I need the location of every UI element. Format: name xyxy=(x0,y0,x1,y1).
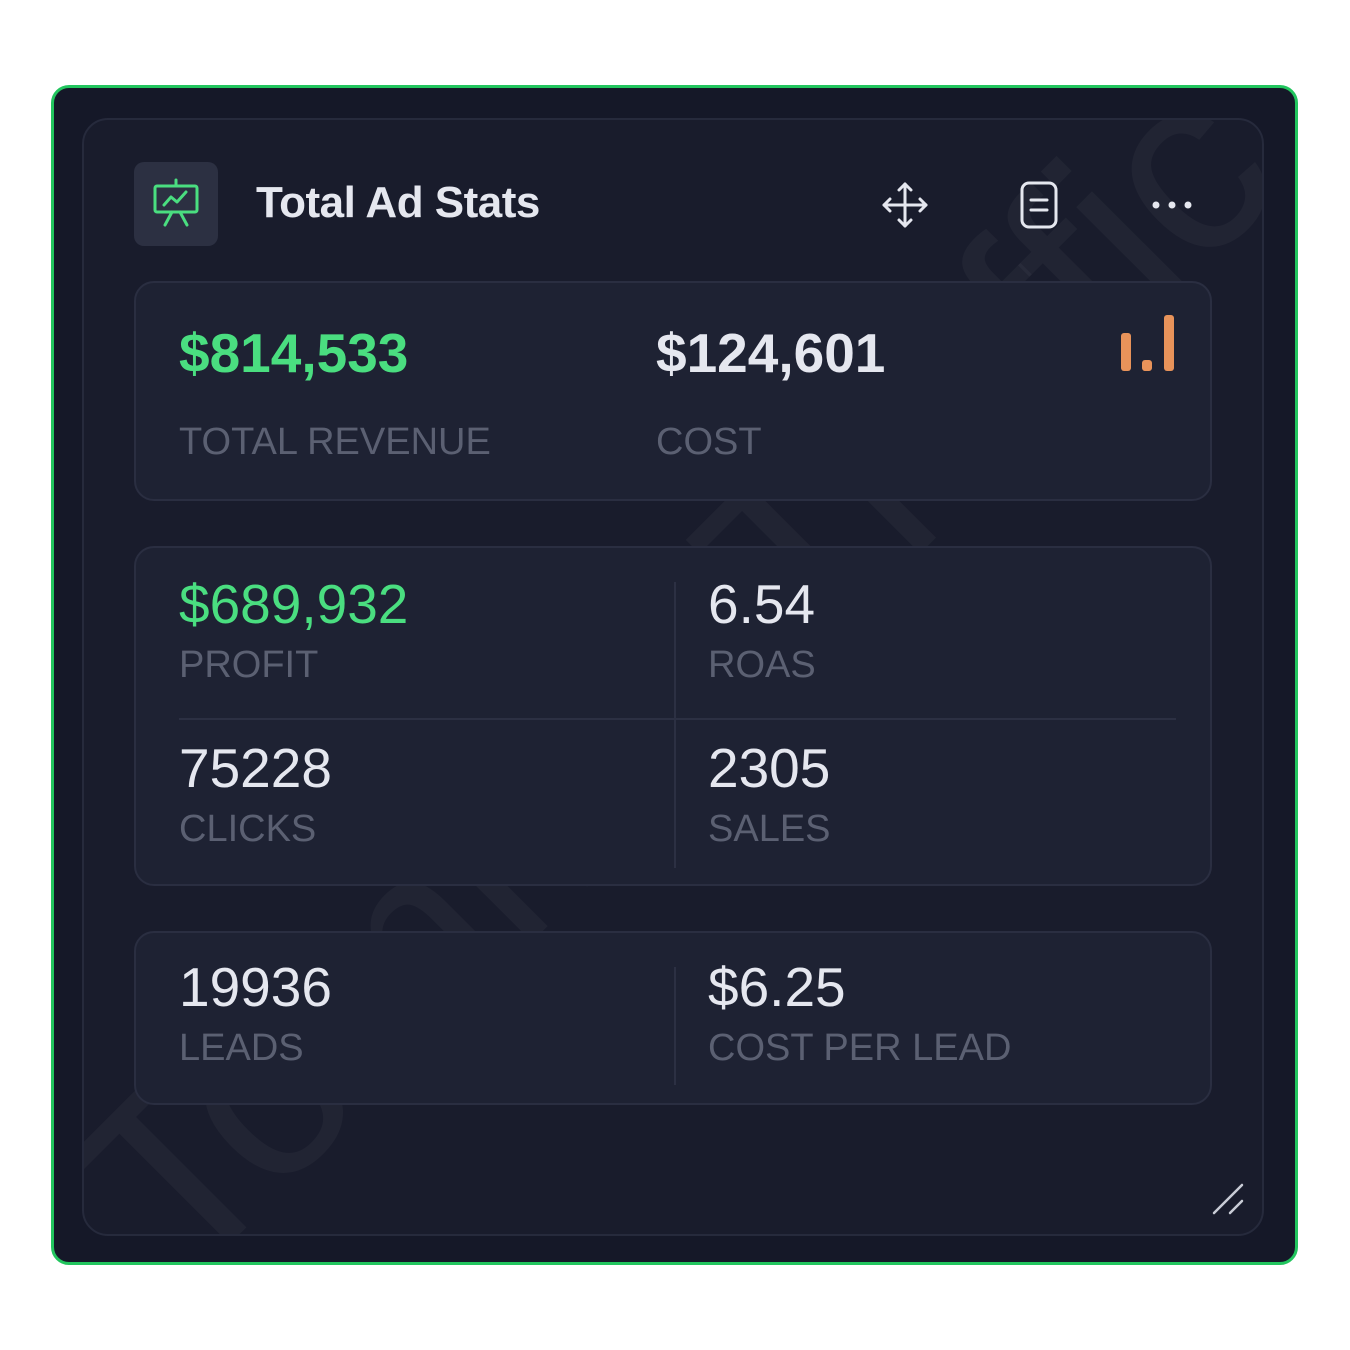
move-icon xyxy=(882,182,928,228)
widget-title: Total Ad Stats xyxy=(256,178,540,227)
ad-stats-card: TommieTraffic Total Ad Stats xyxy=(82,118,1264,1236)
move-button[interactable] xyxy=(880,180,930,230)
bar-chart-icon xyxy=(1121,315,1174,371)
summary-panel: $814,533 TOTAL REVENUE $124,601 COST xyxy=(134,281,1212,501)
roas-label: ROAS xyxy=(708,644,816,686)
profit-value: $689,932 xyxy=(179,573,409,635)
resize-handle[interactable] xyxy=(1210,1181,1246,1222)
cost-per-lead-label: COST PER LEAD xyxy=(708,1027,1012,1069)
clicks-label: CLICKS xyxy=(179,808,317,850)
clicks-value: 75228 xyxy=(179,737,332,799)
roas-value: 6.54 xyxy=(708,573,816,635)
total-revenue-value: $814,533 xyxy=(179,322,409,384)
stats-horizontal-divider xyxy=(179,718,1176,720)
document-icon xyxy=(1020,181,1058,229)
sales-label: SALES xyxy=(708,808,831,850)
more-icon xyxy=(1152,201,1192,209)
leads-value: 19936 xyxy=(179,956,332,1018)
total-revenue-label: TOTAL REVENUE xyxy=(179,421,491,463)
presentation-chart-icon xyxy=(153,178,199,227)
leads-label: LEADS xyxy=(179,1027,304,1069)
resize-icon xyxy=(1212,1183,1244,1215)
cost-value: $124,601 xyxy=(656,322,886,384)
widget-frame: TommieTraffic Total Ad Stats xyxy=(51,85,1298,1265)
cost-per-lead-value: $6.25 xyxy=(708,956,846,1018)
profit-label: PROFIT xyxy=(179,644,319,686)
bar-chart-button[interactable] xyxy=(1116,313,1186,384)
notes-button[interactable] xyxy=(1014,180,1064,230)
stats-vertical-divider xyxy=(674,582,676,868)
sales-value: 2305 xyxy=(708,737,831,799)
leads-vertical-divider xyxy=(674,967,676,1085)
cost-label: COST xyxy=(656,421,762,463)
header-icon-box xyxy=(134,162,218,246)
stats-panel: $689,932 PROFIT 6.54 ROAS 75228 CLICKS 2… xyxy=(134,546,1212,886)
leads-panel: 19936 LEADS $6.25 COST PER LEAD xyxy=(134,931,1212,1105)
more-options-button[interactable] xyxy=(1147,180,1197,230)
